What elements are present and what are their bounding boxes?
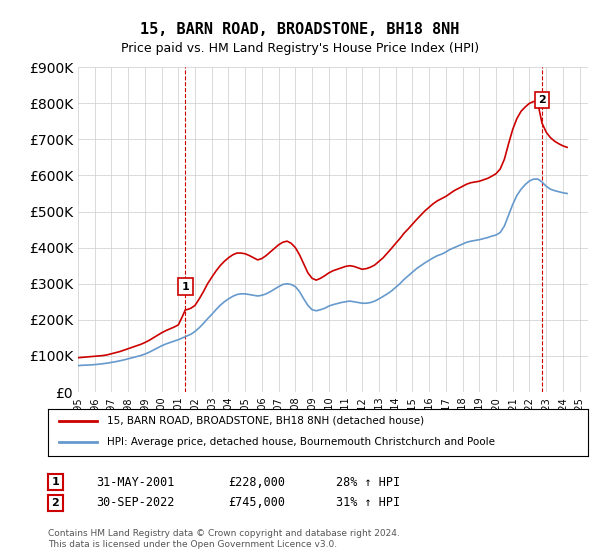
- Text: HPI: Average price, detached house, Bournemouth Christchurch and Poole: HPI: Average price, detached house, Bour…: [107, 437, 496, 447]
- Text: 2: 2: [52, 498, 59, 508]
- Text: 30-SEP-2022: 30-SEP-2022: [96, 496, 175, 510]
- Text: £228,000: £228,000: [228, 475, 285, 489]
- Text: 1: 1: [52, 477, 59, 487]
- Text: 15, BARN ROAD, BROADSTONE, BH18 8NH (detached house): 15, BARN ROAD, BROADSTONE, BH18 8NH (det…: [107, 416, 425, 426]
- Text: Price paid vs. HM Land Registry's House Price Index (HPI): Price paid vs. HM Land Registry's House …: [121, 42, 479, 55]
- Text: £745,000: £745,000: [228, 496, 285, 510]
- Text: 15, BARN ROAD, BROADSTONE, BH18 8NH: 15, BARN ROAD, BROADSTONE, BH18 8NH: [140, 22, 460, 38]
- Text: 2: 2: [538, 95, 546, 105]
- Text: 31% ↑ HPI: 31% ↑ HPI: [336, 496, 400, 510]
- Text: 28% ↑ HPI: 28% ↑ HPI: [336, 475, 400, 489]
- Text: 1: 1: [181, 282, 189, 292]
- Text: 31-MAY-2001: 31-MAY-2001: [96, 475, 175, 489]
- Text: Contains HM Land Registry data © Crown copyright and database right 2024.
This d: Contains HM Land Registry data © Crown c…: [48, 529, 400, 549]
